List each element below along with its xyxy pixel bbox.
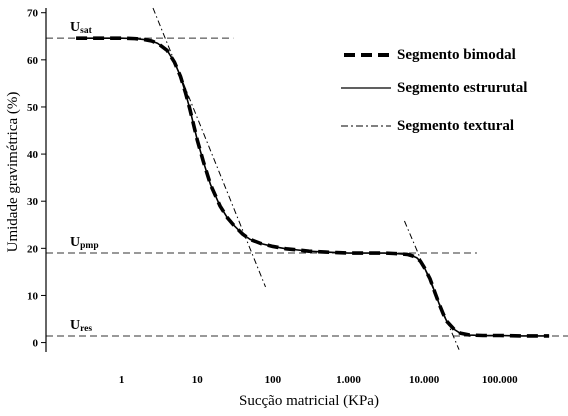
series-bimodal-line xyxy=(76,36,550,338)
x-tick-label: 1 xyxy=(119,374,125,386)
series-textural-segment-2 xyxy=(403,220,460,350)
x-tick-label: 100 xyxy=(265,374,282,386)
legend-label: Segmento bimodal xyxy=(397,47,516,63)
x-tick-label: 1.000 xyxy=(336,374,361,386)
series-layer xyxy=(76,7,550,350)
ticks: 0 10 20 30 40 50 60 70 1 10 100 1.000 10.000 100.000 xyxy=(27,8,518,386)
y-axis-title: Umidade gravimétrica (%) xyxy=(5,92,21,253)
x-tick-label: 100.000 xyxy=(482,374,518,386)
y-tick-label: 30 xyxy=(27,196,39,208)
legend-label: Segmento estrurutal xyxy=(397,80,527,96)
y-tick-label: 10 xyxy=(27,290,39,302)
reference-label-pmp: Upmp xyxy=(70,235,99,251)
y-tick-label: 70 xyxy=(27,8,39,20)
x-axis-title: Sucção matricial (KPa) xyxy=(239,393,379,409)
reference-label-sat: Usat xyxy=(70,20,93,36)
y-tick-label: 0 xyxy=(33,338,39,350)
x-tick-label: 10 xyxy=(192,374,204,386)
legend: Segmento bimodal Segmento estrurutal Segme… xyxy=(341,47,527,134)
series-textural-segment-1 xyxy=(152,7,266,288)
y-tick-label: 20 xyxy=(27,243,39,255)
x-tick-label: 10.000 xyxy=(409,374,440,386)
y-tick-label: 50 xyxy=(27,102,39,114)
reference-label-res: Ures xyxy=(70,318,92,334)
reference-lines: Usat Upmp Ures xyxy=(46,20,568,337)
y-tick-label: 60 xyxy=(27,55,39,67)
y-tick-label: 40 xyxy=(27,149,39,161)
legend-label: Segmento textural xyxy=(397,118,514,134)
